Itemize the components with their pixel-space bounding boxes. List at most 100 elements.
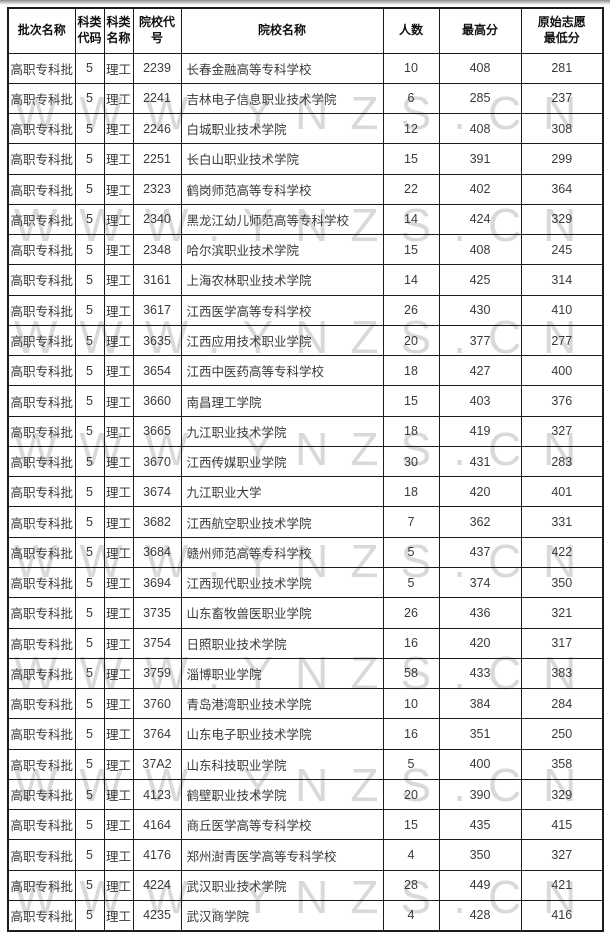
cell-subject-name: 理工 xyxy=(103,567,134,599)
cell-college-name: 哈尔滨职业技术学院 xyxy=(180,234,384,266)
column-header-college-code: 院校代号 xyxy=(132,7,182,54)
cell-max-score: 351 xyxy=(438,718,522,750)
table-row: 高职专科批 5 理工 3760 青岛港湾职业技术学院 10 384 284 xyxy=(7,688,604,720)
table-row: 高职专科批 5 理工 3684 赣州师范高等专科学校 5 437 422 xyxy=(7,536,604,569)
cell-subject-name: 理工 xyxy=(103,627,134,659)
cell-min-score: 327 xyxy=(520,415,604,447)
cell-subject-name: 理工 xyxy=(103,52,134,84)
cell-subject-name: 理工 xyxy=(103,385,134,417)
cell-min-score: 277 xyxy=(520,324,604,357)
cell-college-code: 2251 xyxy=(132,143,182,175)
cell-max-score: 433 xyxy=(438,657,522,690)
cell-subject-name: 理工 xyxy=(103,415,134,447)
cell-max-score: 391 xyxy=(438,143,522,175)
cell-college-name: 淄博职业学院 xyxy=(180,657,384,690)
cell-college-code: 4235 xyxy=(132,899,182,932)
cell-college-name: 江西中医药高等专科学校 xyxy=(180,355,384,387)
cell-min-score: 416 xyxy=(520,899,604,932)
cell-count: 58 xyxy=(382,657,440,690)
cell-subject-code: 5 xyxy=(74,173,105,205)
cell-max-score: 427 xyxy=(438,355,522,387)
cell-min-score: 281 xyxy=(520,52,604,84)
cell-subject-name: 理工 xyxy=(103,778,134,811)
cell-college-name: 九江职业大学 xyxy=(180,476,384,508)
cell-college-code: 2323 xyxy=(132,173,182,205)
cell-count: 20 xyxy=(382,778,440,811)
cell-count: 16 xyxy=(382,627,440,659)
cell-batch: 高职专科批 xyxy=(7,597,76,629)
cell-college-name: 山东电子职业技术学院 xyxy=(180,718,384,750)
table-row: 高职专科批 5 理工 4235 武汉商学院 4 428 416 xyxy=(7,899,604,932)
cell-college-code: 4224 xyxy=(132,869,182,901)
cell-college-code: 3760 xyxy=(132,688,182,720)
table-row: 高职专科批 5 理工 37A2 山东科技职业学院 5 400 358 xyxy=(7,748,604,780)
cell-batch: 高职专科批 xyxy=(7,234,76,266)
column-header-subject-name: 科类 名称 xyxy=(103,7,134,54)
cell-subject-code: 5 xyxy=(74,597,105,629)
cell-subject-code: 5 xyxy=(74,52,105,84)
cell-subject-name: 理工 xyxy=(103,809,134,841)
cell-subject-name: 理工 xyxy=(103,264,134,296)
cell-college-name: 青岛港湾职业技术学院 xyxy=(180,688,384,720)
cell-min-score: 364 xyxy=(520,173,604,205)
cell-max-score: 285 xyxy=(438,82,522,115)
cell-count: 4 xyxy=(382,899,440,932)
cell-subject-name: 理工 xyxy=(103,294,134,326)
table-row: 高职专科批 5 理工 3735 山东畜牧兽医职业学院 26 436 321 xyxy=(7,597,604,629)
cell-subject-code: 5 xyxy=(74,234,105,266)
table-row: 高职专科批 5 理工 3674 九江职业大学 18 420 401 xyxy=(7,476,604,508)
cell-college-name: 郑州澍青医学高等专科学校 xyxy=(180,839,384,871)
cell-subject-name: 理工 xyxy=(103,748,134,780)
cell-subject-code: 5 xyxy=(74,627,105,659)
cell-subject-code: 5 xyxy=(74,355,105,387)
cell-subject-code: 5 xyxy=(74,718,105,750)
cell-max-score: 362 xyxy=(438,506,522,538)
cell-count: 10 xyxy=(382,52,440,84)
cell-batch: 高职专科批 xyxy=(7,476,76,508)
cell-college-code: 2348 xyxy=(132,234,182,266)
cell-college-name: 黑龙江幼儿师范高等专科学校 xyxy=(180,203,384,236)
cell-min-score: 400 xyxy=(520,355,604,387)
table-row: 高职专科批 5 理工 3764 山东电子职业技术学院 16 351 250 xyxy=(7,718,604,750)
cell-college-name: 鹤岗师范高等专科学校 xyxy=(180,173,384,205)
column-header-count: 人数 xyxy=(382,7,440,54)
table-row: 高职专科批 5 理工 2323 鹤岗师范高等专科学校 22 402 364 xyxy=(7,173,604,205)
cell-subject-name: 理工 xyxy=(103,869,134,901)
column-header-min-score: 原始志愿 最低分 xyxy=(520,7,604,54)
cell-max-score: 400 xyxy=(438,748,522,780)
cell-subject-name: 理工 xyxy=(103,324,134,357)
header-row: 批次名称 科类 代码 科类 名称 院校代号 院校名称 人数 最高分 原始志愿 最低分 xyxy=(7,7,604,54)
cell-max-score: 420 xyxy=(438,476,522,508)
cell-subject-name: 理工 xyxy=(103,657,134,690)
cell-batch: 高职专科批 xyxy=(7,324,76,357)
cell-college-code: 3674 xyxy=(132,476,182,508)
cell-subject-code: 5 xyxy=(74,778,105,811)
cell-batch: 高职专科批 xyxy=(7,869,76,901)
table-row: 高职专科批 5 理工 3617 江西医学高等专科学校 26 430 410 xyxy=(7,294,604,326)
cell-min-score: 283 xyxy=(520,445,604,478)
table-row: 高职专科批 5 理工 3754 日照职业技术学院 16 420 317 xyxy=(7,627,604,659)
cell-subject-code: 5 xyxy=(74,869,105,901)
cell-college-code: 4164 xyxy=(132,809,182,841)
cell-max-score: 350 xyxy=(438,839,522,871)
cell-batch: 高职专科批 xyxy=(7,657,76,690)
table-row: 高职专科批 5 理工 2241 吉林电子信息职业技术学院 6 285 237 xyxy=(7,82,604,115)
cell-min-score: 331 xyxy=(520,506,604,538)
cell-min-score: 327 xyxy=(520,839,604,871)
cell-college-name: 江西航空职业技术学院 xyxy=(180,506,384,538)
table-row: 高职专科批 5 理工 4176 郑州澍青医学高等专科学校 4 350 327 xyxy=(7,839,604,871)
cell-batch: 高职专科批 xyxy=(7,113,76,145)
cell-subject-code: 5 xyxy=(74,476,105,508)
cell-college-name: 长白山职业技术学院 xyxy=(180,143,384,175)
page-top-shadow xyxy=(0,0,610,5)
cell-batch: 高职专科批 xyxy=(7,627,76,659)
cell-min-score: 410 xyxy=(520,294,604,326)
cell-subject-code: 5 xyxy=(74,536,105,569)
cell-batch: 高职专科批 xyxy=(7,203,76,236)
cell-min-score: 422 xyxy=(520,536,604,569)
cell-subject-code: 5 xyxy=(74,113,105,145)
cell-subject-code: 5 xyxy=(74,445,105,478)
cell-min-score: 415 xyxy=(520,809,604,841)
cell-college-name: 鹤壁职业技术学院 xyxy=(180,778,384,811)
